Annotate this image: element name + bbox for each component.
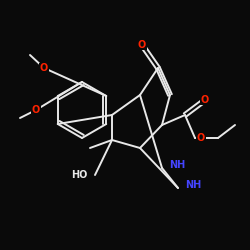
Text: O: O <box>201 95 209 105</box>
Text: NH: NH <box>185 180 201 190</box>
Text: NH: NH <box>169 160 185 170</box>
Text: O: O <box>197 133 205 143</box>
Text: HO: HO <box>71 170 87 180</box>
Text: O: O <box>32 105 40 115</box>
Text: O: O <box>138 40 146 50</box>
Text: O: O <box>40 63 48 73</box>
